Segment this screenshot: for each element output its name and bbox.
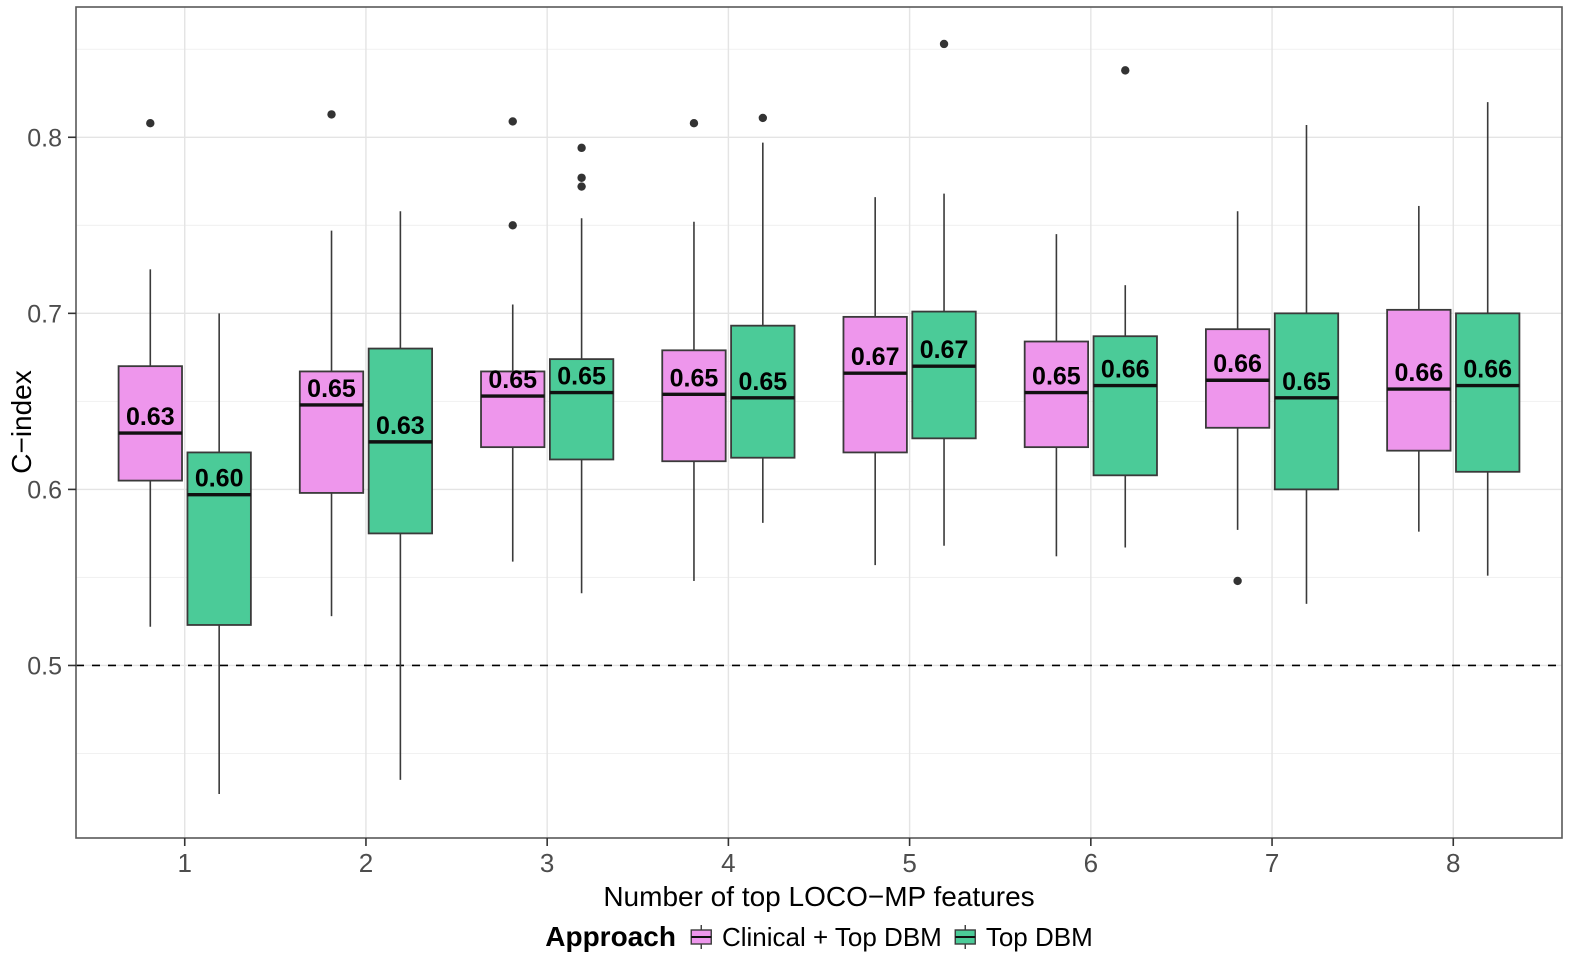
outlier-point (508, 117, 517, 126)
legend-label-clinical-top-dbm: Clinical + Top DBM (721, 921, 942, 952)
panel-border (75, 6, 1563, 839)
outlier-point (577, 173, 586, 182)
y-tick-label: 0.7 (27, 300, 62, 328)
outlier-point (577, 143, 586, 153)
boxplot-box (117, 365, 183, 482)
boxplot-box (1455, 312, 1521, 473)
median-value-label: 0.65 (307, 375, 356, 403)
median-value-label: 0.63 (376, 412, 425, 440)
median-value-label: 0.65 (1032, 363, 1081, 391)
median-value-label: 0.60 (195, 465, 244, 493)
boxplot-box (1386, 308, 1452, 452)
outlier-point (327, 110, 336, 119)
median-value-label: 0.66 (1101, 356, 1150, 384)
boxplot-box (1023, 340, 1090, 449)
legend-item-clinical-top-dbm: Clinical + Top DBM (688, 922, 942, 953)
median-value-label: 0.63 (126, 403, 175, 431)
median-value-label: 0.67 (851, 343, 900, 371)
outlier-point (1233, 576, 1242, 586)
median-value-label: 0.66 (1395, 359, 1444, 387)
legend: Approach Clinical + Top DBM Top DBM (545, 921, 1093, 953)
y-tick-label: 0.8 (27, 124, 62, 152)
x-tick-label: 6 (1084, 848, 1098, 878)
x-tick-label: 3 (540, 848, 554, 878)
outlier-point (758, 113, 768, 123)
boxplot-box (1273, 312, 1340, 491)
boxplot-box (842, 315, 908, 454)
x-tick-label: 7 (1265, 848, 1279, 878)
x-tick-label: 8 (1446, 848, 1460, 878)
boxplot-box (480, 370, 546, 449)
median-value-label: 0.65 (670, 364, 719, 392)
boxplot-box (911, 310, 977, 440)
outlier-point (939, 39, 949, 49)
outlier-point (146, 118, 155, 128)
y-tick-label: 0.5 (27, 652, 62, 680)
median-value-label: 0.66 (1213, 350, 1262, 378)
boxplot-box (661, 349, 727, 463)
boxplot-box (548, 358, 615, 461)
boxplot-box (730, 324, 796, 459)
boxplot-key-pink-icon (690, 925, 712, 949)
boxplot-box (1205, 328, 1271, 429)
median-value-label: 0.66 (1463, 356, 1512, 384)
x-axis-title: Number of top LOCO−MP features (603, 881, 1035, 912)
median-value-label: 0.65 (557, 363, 606, 391)
outlier-point (689, 118, 699, 128)
boxplot-box (186, 451, 252, 626)
legend-title: Approach (545, 921, 676, 952)
legend-item-top-dbm: Top DBM (952, 922, 1093, 953)
x-tick-label: 2 (359, 848, 373, 878)
median-value-label: 0.67 (920, 336, 969, 364)
outlier-point (1121, 66, 1130, 75)
x-tick-label: 1 (177, 848, 191, 878)
panel-background (76, 7, 1562, 838)
median-value-label: 0.65 (488, 366, 537, 394)
median-value-label: 0.65 (738, 368, 787, 396)
boxplot-box (1092, 335, 1158, 477)
boxplot-box (298, 370, 365, 494)
x-tick-label: 4 (721, 848, 735, 878)
median-value-label: 0.65 (1282, 368, 1331, 396)
y-tick-label: 0.6 (27, 476, 62, 504)
boxplot-key-green-icon (954, 925, 976, 949)
y-axis-title: C−index (6, 370, 37, 474)
outlier-point (508, 221, 517, 230)
outlier-point (577, 182, 586, 191)
x-tick-label: 5 (902, 848, 916, 878)
legend-label-top-dbm: Top DBM (985, 921, 1093, 952)
